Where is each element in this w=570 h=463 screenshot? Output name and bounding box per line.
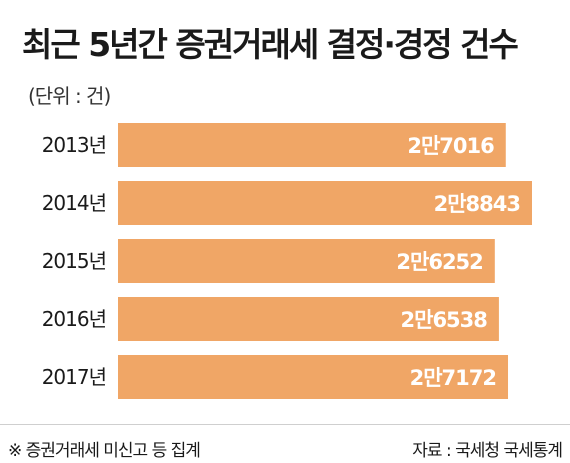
data-label: 2만7016 — [407, 134, 494, 158]
source-note: 자료 : 국세청 국세통계 — [412, 441, 563, 461]
category-label: 2015년 — [42, 249, 106, 273]
bar — [118, 239, 495, 283]
data-label: 2만7172 — [410, 366, 496, 390]
bar — [118, 355, 509, 399]
footnote: ※ 증권거래세 미신고 등 집계 — [8, 441, 201, 461]
footer-divider — [0, 424, 570, 425]
data-label: 2만6538 — [401, 308, 488, 332]
data-label: 2만6252 — [396, 250, 482, 274]
category-label: 2014년 — [42, 191, 106, 215]
category-label: 2016년 — [42, 307, 106, 331]
bar — [118, 297, 499, 341]
chart-title: 최근 5년간 증권거래세 결정·경정 건수 — [22, 25, 519, 64]
unit-label: (단위 : 건) — [28, 84, 111, 108]
bar — [118, 123, 506, 167]
data-label: 2만8843 — [434, 192, 520, 216]
bar-chart: 2013년 2만7016 2014년 2만8843 2015년 2만6252 2016년 2만… — [42, 123, 532, 399]
category-label: 2013년 — [42, 133, 106, 157]
bar — [118, 181, 532, 225]
category-label: 2017년 — [42, 365, 106, 389]
